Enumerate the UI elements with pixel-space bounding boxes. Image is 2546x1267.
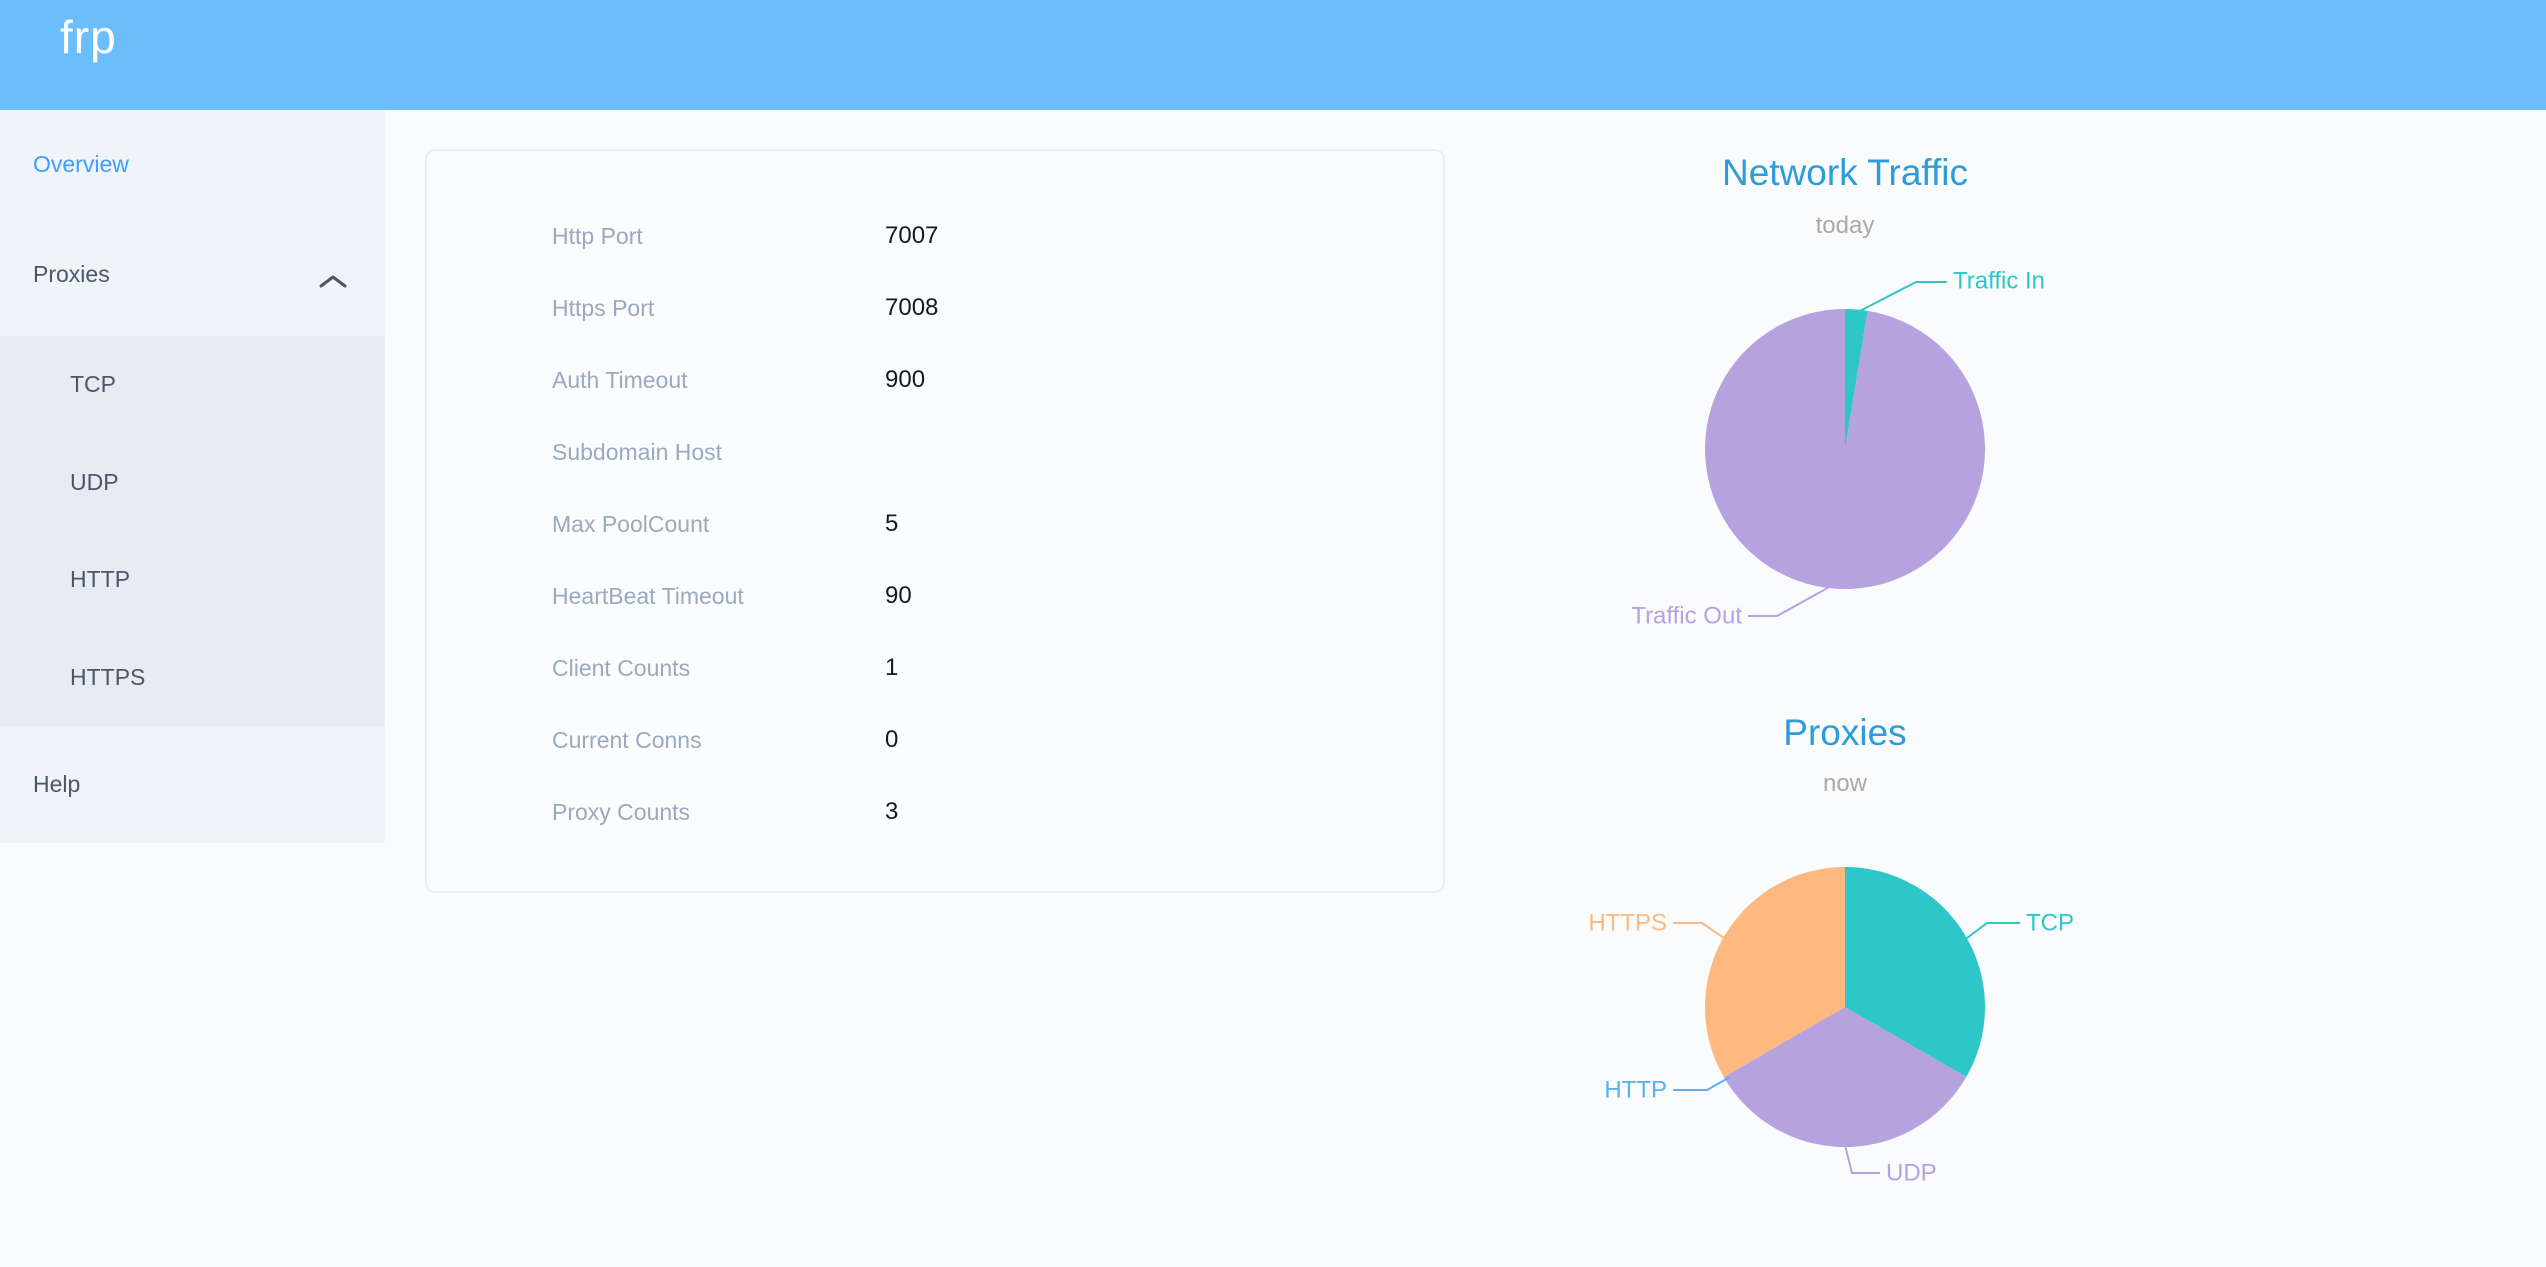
pie-slice-tcp[interactable] bbox=[1845, 867, 1985, 1077]
pie-slice-traffic-out[interactable] bbox=[1705, 309, 1986, 589]
info-value: 0 bbox=[885, 726, 899, 753]
chevron-up-icon bbox=[319, 268, 347, 295]
pie-label-line-http bbox=[1673, 1076, 1731, 1091]
sidebar-item-overview[interactable]: Overview bbox=[0, 124, 385, 204]
proxies-pie-chart[interactable]: TCP UDP HTTP HTTPS bbox=[1445, 747, 2245, 1267]
info-label: Max PoolCount bbox=[552, 510, 710, 537]
info-row-client-counts: Client Counts 1 bbox=[427, 632, 1443, 704]
sidebar-item-http-label: HTTP bbox=[70, 566, 131, 593]
pie-label-line-https bbox=[1673, 922, 1728, 941]
sidebar-item-tcp[interactable]: TCP bbox=[0, 336, 385, 434]
sidebar-item-udp[interactable]: UDP bbox=[0, 434, 385, 532]
proxies-title: Proxies bbox=[1783, 712, 1907, 753]
info-value: 7007 bbox=[885, 222, 939, 249]
info-label: Auth Timeout bbox=[552, 366, 688, 393]
info-value: 1 bbox=[885, 654, 899, 681]
pie-slice-udp[interactable] bbox=[1723, 1007, 1967, 1147]
pie-label-line-tcp bbox=[1966, 922, 2020, 939]
pie-slice-traffic-in[interactable] bbox=[1845, 309, 1868, 449]
info-value: 5 bbox=[885, 510, 899, 537]
info-row-current-conns: Current Conns 0 bbox=[427, 704, 1443, 776]
info-label: Http Port bbox=[552, 222, 643, 249]
pie-label-traffic-in: Traffic In bbox=[1953, 268, 2045, 295]
pie-label-udp: UDP bbox=[1886, 1160, 1937, 1187]
pie-label-line-traffic-out bbox=[1748, 584, 1834, 617]
app-header: frp bbox=[0, 0, 2546, 110]
sidebar-item-http[interactable]: HTTP bbox=[0, 531, 385, 629]
sidebar-item-https[interactable]: HTTPS bbox=[0, 629, 385, 727]
pie-label-traffic-out: Traffic Out bbox=[1631, 603, 1742, 630]
info-row-http-port: Http Port 7007 bbox=[427, 200, 1443, 272]
sidebar-item-https-label: HTTPS bbox=[70, 663, 146, 690]
pie-label-line-udp bbox=[1844, 1144, 1880, 1174]
info-row-subdomain-host: Subdomain Host bbox=[427, 416, 1443, 488]
proxies-subtitle: now bbox=[1822, 770, 1868, 797]
sidebar-item-proxies-label: Proxies bbox=[33, 260, 110, 287]
info-label: Proxy Counts bbox=[552, 798, 691, 825]
pie-label-line-traffic-in bbox=[1857, 281, 1947, 313]
info-label: Https Port bbox=[552, 294, 655, 321]
info-label: HeartBeat Timeout bbox=[552, 582, 744, 609]
info-row-https-port: Https Port 7008 bbox=[427, 272, 1443, 344]
sidebar-proxies-submenu: TCP UDP HTTP HTTPS bbox=[0, 336, 385, 726]
app-logo: frp bbox=[60, 11, 117, 63]
frp-dashboard: frp Overview Proxies TCP UDP HTTP bbox=[0, 0, 2546, 1187]
sidebar-item-help-label: Help bbox=[33, 771, 81, 797]
info-label: Current Conns bbox=[552, 726, 702, 753]
info-row-auth-timeout: Auth Timeout 900 bbox=[427, 344, 1443, 416]
sidebar-item-help[interactable]: Help bbox=[0, 726, 385, 843]
sidebar-item-udp-label: UDP bbox=[70, 468, 119, 495]
info-value: 90 bbox=[885, 582, 912, 609]
info-row-proxy-counts: Proxy Counts 3 bbox=[427, 776, 1443, 848]
info-value: 900 bbox=[885, 366, 926, 393]
network-traffic-subtitle: today bbox=[1815, 212, 1875, 239]
network-traffic-title: Network Traffic bbox=[1721, 152, 1969, 193]
sidebar-item-overview-label: Overview bbox=[33, 150, 129, 177]
sidebar-item-proxies[interactable]: Proxies bbox=[0, 234, 385, 314]
info-row-max-poolcount: Max PoolCount 5 bbox=[427, 488, 1443, 560]
pie-slice-https[interactable] bbox=[1705, 867, 1845, 1077]
pie-label-https: HTTPS bbox=[1588, 910, 1667, 937]
network-traffic-pie-chart[interactable]: Traffic In Traffic Out bbox=[1445, 189, 2245, 709]
sidebar: Overview Proxies TCP UDP HTTP HTTPS bbox=[0, 110, 385, 843]
sidebar-item-tcp-label: TCP bbox=[70, 371, 116, 398]
info-label: Client Counts bbox=[552, 654, 691, 681]
server-info-card: Http Port 7007 Https Port 7008 Auth Time… bbox=[425, 149, 1445, 893]
info-value: 3 bbox=[885, 798, 899, 825]
info-label: Subdomain Host bbox=[552, 438, 723, 465]
pie-label-tcp: TCP bbox=[2026, 910, 2074, 937]
info-row-heartbeat-timeout: HeartBeat Timeout 90 bbox=[427, 560, 1443, 632]
info-value: 7008 bbox=[885, 294, 939, 321]
pie-label-http: HTTP bbox=[1604, 1077, 1667, 1104]
